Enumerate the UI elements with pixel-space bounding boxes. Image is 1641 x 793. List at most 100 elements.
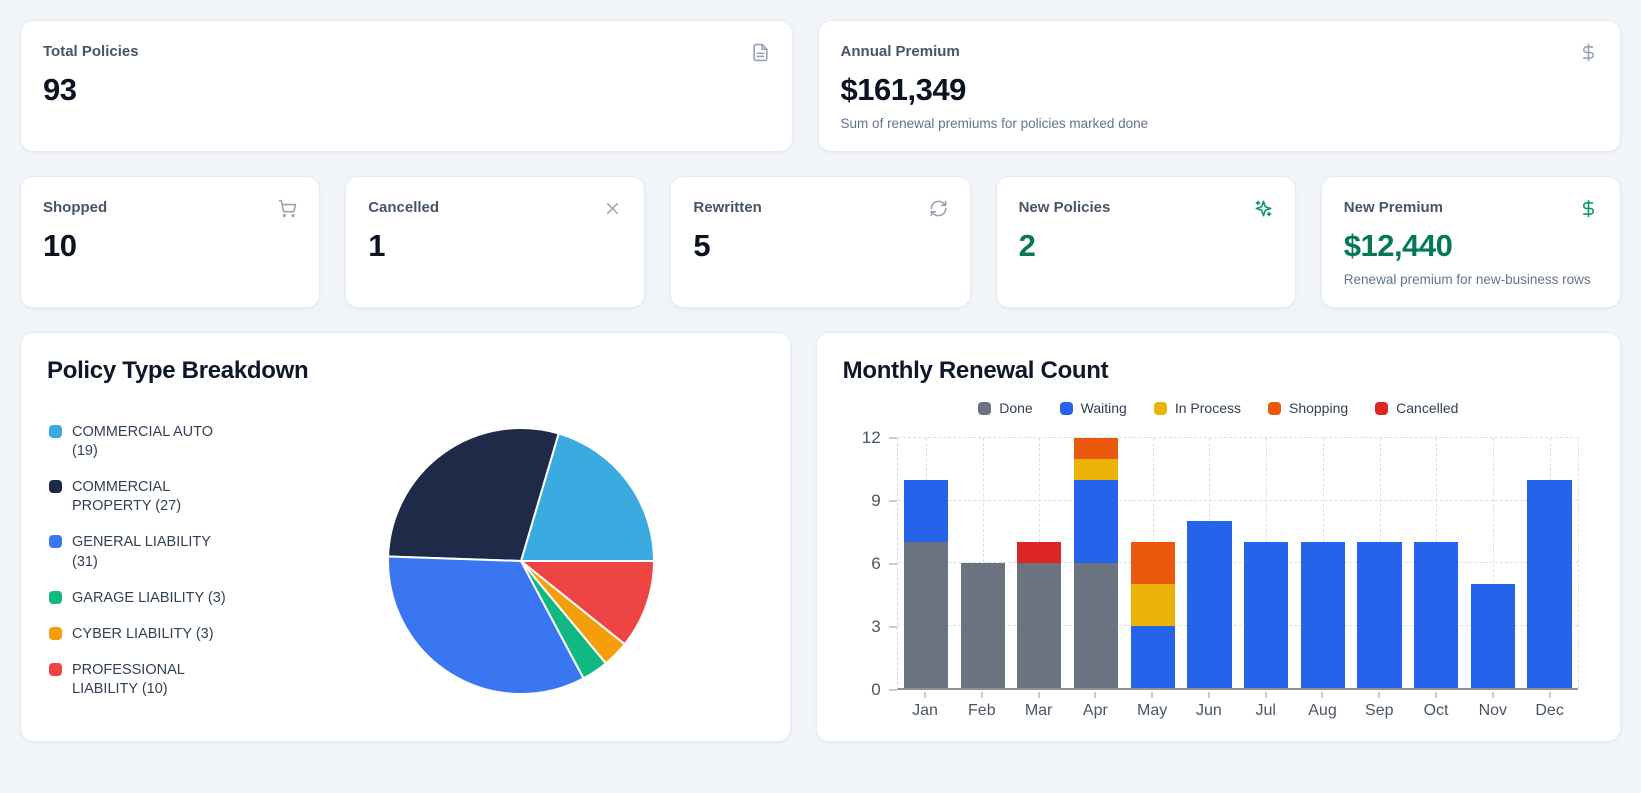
y-tick-label: 3 bbox=[871, 617, 881, 636]
bar-segment-jan-done bbox=[903, 542, 949, 688]
x-tick-label-apr: Apr bbox=[1082, 702, 1108, 719]
pie-legend-item-general-liability: GENERAL LIABILITY (31) bbox=[49, 533, 279, 571]
sparkles-icon bbox=[1254, 199, 1273, 218]
kpi-card-new-policies: New Policies 2 bbox=[995, 176, 1296, 308]
legend-label: In Process bbox=[1174, 400, 1241, 416]
kpi-value: 2 bbox=[1018, 228, 1036, 263]
y-tick-label: 0 bbox=[871, 680, 881, 699]
kpi-value: $161,349 bbox=[840, 72, 967, 107]
bar-segment-feb-done bbox=[960, 563, 1005, 688]
x-tick-label-jul: Jul bbox=[1255, 702, 1276, 719]
x-tick-mark bbox=[980, 692, 983, 698]
x-tick-mark bbox=[1207, 692, 1210, 698]
legend-swatch bbox=[1153, 401, 1167, 415]
bar-legend-item-in-process[interactable]: In Process bbox=[1153, 400, 1241, 416]
x-tick-label-aug: Aug bbox=[1308, 702, 1337, 719]
bar-column-sep bbox=[1351, 438, 1408, 688]
pie-legend-item-commercial-auto: COMMERCIAL AUTO (19) bbox=[49, 423, 279, 461]
y-tick-mark bbox=[888, 500, 897, 502]
bar-column-may bbox=[1124, 438, 1181, 688]
pie-slice-commercial-auto bbox=[520, 432, 656, 562]
h-gridline bbox=[897, 624, 1578, 626]
pie-slice-general-liability bbox=[387, 555, 585, 695]
v-gridline-right-edge bbox=[1577, 438, 1579, 688]
x-tick-label-jan: Jan bbox=[912, 702, 938, 719]
v-gridline bbox=[1492, 438, 1494, 688]
bar-column-jul bbox=[1238, 438, 1295, 688]
y-tick-mark bbox=[888, 626, 897, 628]
legend-swatch bbox=[49, 480, 62, 494]
legend-swatch bbox=[49, 662, 62, 676]
bar-chart-title: Monthly Renewal Count bbox=[842, 357, 1109, 384]
bar-segment-nov-waiting bbox=[1470, 583, 1515, 688]
bar-x-axis: Jan Feb Mar Apr May Jun Jul Aug Sep Oct Nov Dec bbox=[897, 692, 1578, 726]
pie-chart-title: Policy Type Breakdown bbox=[47, 357, 309, 384]
x-icon bbox=[603, 199, 622, 218]
kpi-label: Cancelled bbox=[368, 199, 440, 216]
legend-swatch bbox=[49, 590, 62, 604]
y-tick-mark bbox=[888, 689, 897, 691]
bar-segment-may-in-process bbox=[1130, 583, 1175, 626]
pie-chart-body: COMMERCIAL AUTO (19) COMMERCIAL PROPERTY … bbox=[47, 401, 764, 721]
x-tick-mark bbox=[1151, 692, 1154, 698]
x-tick-mark bbox=[1378, 692, 1381, 698]
charts-row: Policy Type Breakdown COMMERCIAL AUTO (1… bbox=[20, 332, 1621, 742]
bar-segment-sep-waiting bbox=[1357, 542, 1402, 688]
y-tick-label: 12 bbox=[861, 428, 881, 447]
bar-legend-item-shopping[interactable]: Shopping bbox=[1267, 400, 1348, 416]
x-tick-label-mar: Mar bbox=[1024, 702, 1053, 719]
kpi-label: New Premium bbox=[1343, 199, 1443, 216]
bar-segment-aug-waiting bbox=[1300, 542, 1345, 688]
pie-chart bbox=[279, 425, 764, 697]
bar-column-mar bbox=[1011, 438, 1068, 688]
x-tick-label-nov: Nov bbox=[1478, 702, 1508, 719]
kpi-label: Shopped bbox=[43, 199, 108, 216]
bar-legend-item-done[interactable]: Done bbox=[978, 400, 1033, 416]
bar-column-oct bbox=[1408, 438, 1465, 688]
pie-chart-card: Policy Type Breakdown COMMERCIAL AUTO (1… bbox=[20, 332, 791, 742]
x-tick-label-jun: Jun bbox=[1196, 702, 1222, 719]
bar-column-aug bbox=[1294, 438, 1351, 688]
legend-label: GARAGE LIABILITY (3) bbox=[72, 589, 226, 606]
bar-segment-apr-done bbox=[1073, 563, 1119, 688]
bar-legend-item-cancelled[interactable]: Cancelled bbox=[1375, 400, 1458, 416]
x-tick-label-sep: Sep bbox=[1365, 702, 1394, 719]
pie-legend-item-professional-liability: PROFESSIONAL LIABILITY (10) bbox=[49, 661, 279, 699]
h-gridline bbox=[897, 562, 1578, 563]
legend-swatch bbox=[1267, 401, 1281, 415]
bar-segment-mar-done bbox=[1017, 563, 1062, 688]
legend-label: GENERAL LIABILITY (31) bbox=[72, 534, 211, 570]
kpi-label: Total Policies bbox=[43, 43, 139, 60]
bar-segment-jul-waiting bbox=[1244, 542, 1289, 688]
bar-column-apr bbox=[1068, 438, 1125, 688]
bar-segment-apr-in-process bbox=[1073, 458, 1119, 480]
kpi-card-rewritten: Rewritten 5 bbox=[670, 176, 971, 308]
dollar-sign-icon bbox=[1579, 199, 1598, 218]
refresh-icon bbox=[929, 199, 948, 218]
pie-legend-item-garage-liability: GARAGE LIABILITY (3) bbox=[49, 589, 279, 608]
bar-column-jan bbox=[898, 438, 955, 688]
y-tick-mark bbox=[888, 563, 897, 565]
h-gridline bbox=[897, 437, 1578, 438]
bar-legend-item-waiting[interactable]: Waiting bbox=[1059, 400, 1127, 416]
x-tick-label-dec: Dec bbox=[1535, 702, 1564, 719]
bar-segment-apr-shopping bbox=[1073, 438, 1119, 459]
bar-segment-apr-waiting bbox=[1073, 479, 1119, 563]
legend-label: Cancelled bbox=[1396, 400, 1459, 416]
x-tick-mark bbox=[1037, 692, 1040, 698]
bar-segment-dec-waiting bbox=[1527, 479, 1572, 688]
bars-layer bbox=[898, 438, 1578, 688]
x-tick-label-feb: Feb bbox=[968, 702, 996, 719]
bar-segment-mar-cancelled bbox=[1017, 542, 1062, 563]
legend-swatch bbox=[49, 535, 62, 549]
pie-svg bbox=[387, 427, 656, 695]
bar-column-feb bbox=[954, 438, 1011, 688]
bar-plot-area bbox=[896, 437, 1579, 690]
legend-label: Waiting bbox=[1080, 400, 1127, 416]
kpi-value: 93 bbox=[43, 72, 77, 107]
kpi-row-1: Total Policies 93 Annual Premium $161,34… bbox=[20, 20, 1621, 152]
legend-swatch bbox=[49, 424, 62, 438]
bar-segment-jun-waiting bbox=[1187, 521, 1232, 688]
legend-swatch bbox=[1375, 401, 1389, 415]
x-tick-mark bbox=[1491, 692, 1494, 698]
